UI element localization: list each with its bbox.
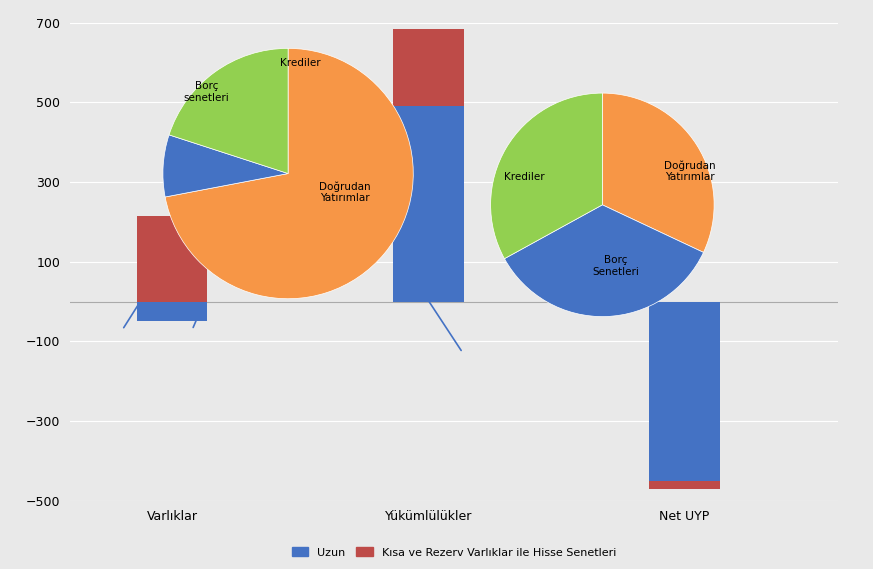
Wedge shape — [505, 205, 704, 316]
Wedge shape — [602, 93, 714, 253]
Bar — [393, 28, 464, 106]
Text: Borç
senetleri: Borç senetleri — [184, 81, 230, 103]
Text: Borç
Senetleri: Borç Senetleri — [593, 255, 639, 277]
Text: Krediler: Krediler — [504, 172, 545, 182]
Wedge shape — [169, 48, 288, 174]
Bar — [137, 302, 208, 321]
Wedge shape — [165, 48, 413, 299]
Wedge shape — [163, 135, 288, 197]
Bar — [650, 302, 719, 481]
Bar — [650, 481, 719, 489]
Bar — [393, 106, 464, 302]
Bar — [137, 216, 208, 302]
Text: Krediler: Krediler — [280, 59, 321, 68]
Text: Doğrudan
Yatırımlar: Doğrudan Yatırımlar — [319, 182, 370, 203]
Legend: Uzun, Kısa ve Rezerv Varlıklar ile Hisse Senetleri: Uzun, Kısa ve Rezerv Varlıklar ile Hisse… — [287, 543, 621, 562]
Text: Doğrudan
Yatırımlar: Doğrudan Yatırımlar — [663, 160, 715, 183]
Wedge shape — [491, 93, 602, 259]
